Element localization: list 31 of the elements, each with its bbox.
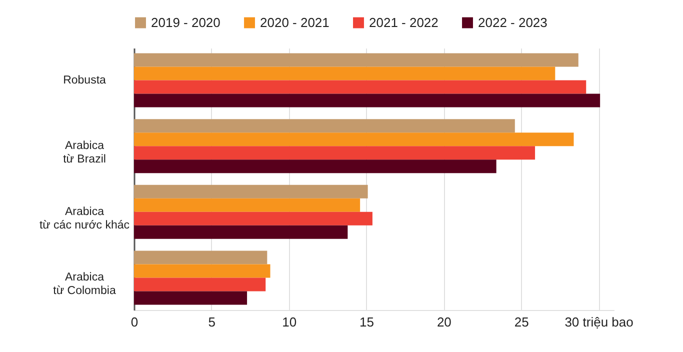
legend-label: 2020 - 2021 — [260, 14, 330, 30]
x-tick-label: 5 — [208, 314, 216, 330]
bar — [134, 291, 248, 305]
bar — [134, 198, 360, 212]
y-tick-label: Robusta — [63, 74, 107, 86]
bar — [134, 278, 266, 292]
bar — [134, 146, 536, 160]
y-tick-label: Arabica từ Colombia — [53, 272, 116, 298]
legend-label: 2022 - 2023 — [478, 14, 548, 30]
x-tick-label: 0 — [130, 314, 138, 330]
bar — [134, 225, 348, 239]
x-tick-label: 20 — [436, 314, 452, 330]
x-tick-label: 10 — [282, 314, 297, 330]
bar — [134, 66, 556, 80]
bar — [134, 250, 268, 264]
y-tick-label: Arabica từ các nước khác — [39, 206, 130, 232]
bar — [134, 94, 600, 108]
bar — [134, 53, 578, 67]
bar — [134, 80, 586, 94]
legend-label: 2019 - 2020 — [151, 14, 220, 30]
bar — [134, 119, 515, 133]
bar — [134, 212, 372, 226]
bar — [134, 264, 270, 278]
y-tick-label: Arabica từ Brazil — [63, 140, 106, 166]
x-tick-label: 30 triệu bao — [564, 314, 634, 330]
x-tick-label: 25 — [514, 314, 529, 330]
bar — [134, 160, 496, 174]
bar — [134, 184, 368, 198]
x-tick-label: 15 — [360, 314, 374, 330]
legend-label: 2021 - 2022 — [369, 14, 438, 30]
bar — [134, 132, 574, 146]
